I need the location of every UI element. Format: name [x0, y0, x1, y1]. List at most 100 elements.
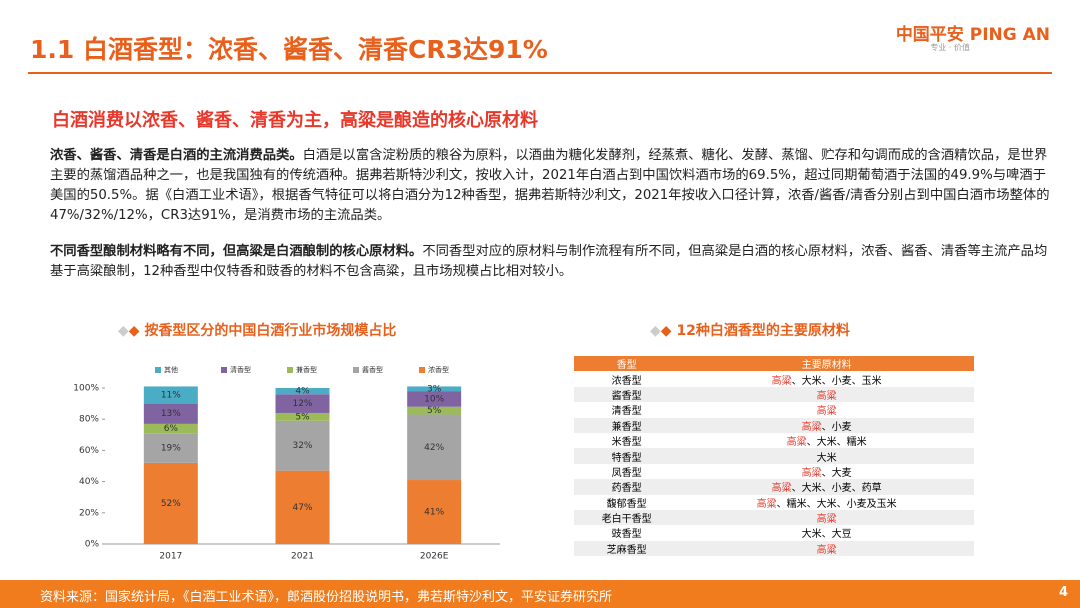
slide-title: 1.1 白酒香型：浓香、酱香、清香CR3达91% — [30, 35, 548, 64]
legend-swatch — [221, 367, 227, 373]
type-cell: 药香型 — [574, 479, 680, 495]
header-cell: 主要原材料 — [679, 356, 974, 372]
value-label: 13% — [161, 409, 181, 419]
value-label: 19% — [161, 444, 181, 454]
type-cell: 清香型 — [611, 406, 642, 418]
material: 高粱 — [771, 375, 792, 387]
table-row: 浓香型 高粱、大米、小麦、玉米 — [574, 371, 974, 387]
y-tick-label: 40% — [79, 477, 99, 487]
legend-label: 其他 — [164, 365, 178, 374]
materials-cell: 高粱、大米、小麦、药草 — [679, 479, 974, 495]
value-label: 5% — [295, 412, 310, 422]
bar-segment — [275, 412, 330, 421]
bar-segment — [143, 403, 198, 424]
x-tick-label: 2021 — [291, 552, 314, 562]
materials-cell: 高粱 — [679, 509, 974, 526]
legend-swatch — [419, 367, 425, 373]
value-label: 41% — [424, 508, 444, 518]
type-cell: 浓香型 — [611, 375, 642, 387]
legend-swatch — [287, 367, 293, 373]
paragraph: 浓香、酱香、清香是白酒的主流消费品类。白酒是以富含淀粉质的粮谷为原料，以酒曲为糖… — [50, 146, 1050, 226]
table-row: 酱香型 高粱 — [574, 386, 974, 403]
bar-segment — [407, 386, 462, 392]
materials-cell: 高粱、大米、小麦、玉米 — [679, 371, 974, 387]
y-tick-label: 0% — [85, 540, 100, 550]
legend-swatch — [155, 367, 161, 373]
bar-segment — [143, 462, 198, 544]
bar-segment — [275, 394, 330, 413]
table-row: 清香型 高粱 — [574, 402, 974, 417]
chart-title-text: 按香型区分的中国白酒行业市场规模占比 — [144, 323, 397, 339]
bar-segment — [407, 391, 462, 407]
x-tick-label: 2017 — [159, 552, 182, 562]
page-number: 4 — [1058, 585, 1068, 600]
material: 大米 — [816, 452, 837, 464]
legend-swatch — [353, 367, 359, 373]
table-row: 特香型 大米 — [574, 448, 974, 464]
value-label: 4% — [295, 387, 310, 397]
material: 、大米、小麦、玉米 — [791, 375, 882, 387]
logo-sub: 专业 · 价值 — [930, 43, 970, 52]
lead: 不同香型酿制材料略有不同，但高粱是白酒酿制的核心原材料。 — [50, 244, 423, 259]
material: 、大米、糯米 — [806, 437, 867, 449]
material: 高粱 — [816, 544, 837, 556]
material: 高粱 — [756, 498, 777, 510]
value-label: 10% — [424, 394, 444, 404]
table-title-text: 12种白酒香型的主要原材料 — [676, 323, 850, 339]
table-row: 米香型 高粱、大米、糯米 — [574, 433, 974, 448]
section-title: 白酒消费以浓香、酱香、清香为主，高粱是酿造的核心原材料 — [52, 110, 538, 131]
y-tick-label: 60% — [79, 446, 99, 456]
materials-cell: 高粱 — [679, 386, 974, 403]
value-label: 52% — [161, 499, 181, 509]
table-row: 药香型 高粱、大米、小麦、药草 — [574, 479, 974, 495]
type-cell: 兼香型 — [574, 417, 680, 433]
bar-segment — [143, 423, 198, 434]
logo: 中国平安 PING AN — [895, 25, 1050, 45]
bar-segment — [143, 386, 198, 404]
table: 香型 主要原材料 浓香型 高粱、大米、小麦、玉米 酱香型 高粱 清香型 高粱 兼香型 高粱、小麦米… — [574, 356, 974, 557]
materials-cell: 高粱、糯米、大米、小麦及玉米 — [679, 495, 974, 510]
material: 高粱 — [816, 390, 837, 402]
materials-cell: 高粱 — [679, 540, 974, 557]
legend-label: 酱香型 — [362, 365, 383, 374]
value-label: 47% — [292, 503, 312, 513]
bar-segment — [275, 420, 330, 471]
material: 高粱 — [801, 467, 822, 479]
materials-cell: 高粱、大米、糯米 — [679, 433, 974, 448]
header-cell: 香型 — [574, 356, 680, 372]
table-row: 芝麻香型 高粱 — [574, 540, 974, 557]
material: 、糯米、大米、小麦及玉米 — [776, 498, 897, 510]
value-label: 11% — [161, 391, 181, 401]
value-label: 3% — [427, 384, 442, 394]
material: 高粱 — [771, 483, 792, 495]
material: 、大麦 — [821, 467, 852, 479]
title-rule — [28, 72, 1052, 74]
type-cell: 芝麻香型 — [574, 540, 680, 557]
material: 高粱 — [801, 421, 822, 433]
type-cell: 酱香型 — [574, 386, 680, 403]
text: 白酒是以富含淀粉质的粮谷为原料，以酒曲为糖化发酵剂，经蒸煮、糖化、发酵、蒸馏、贮… — [50, 148, 1050, 223]
material: 、小麦 — [821, 421, 852, 433]
bar-segment — [407, 480, 462, 544]
legend-label: 清香型 — [230, 365, 251, 374]
footer: 资料来源：国家统计局，《白酒工业术语》，郎酒股份招股说明书，弗若斯特沙利文，平安… — [0, 580, 1080, 608]
table-title: ◆◆ 12种白酒香型的主要原材料 — [650, 323, 850, 339]
table-row: 豉香型 大米、大豆 — [574, 525, 974, 540]
bar-segment — [275, 388, 330, 395]
type-cell: 凤香型 — [611, 467, 642, 479]
material: 、大米、小麦、药草 — [791, 483, 882, 495]
legend-label: 浓香型 — [428, 365, 449, 374]
bar-segment — [143, 433, 198, 463]
material: 高粱 — [786, 437, 807, 449]
text: 不同香型对应的原材料与制作流程有所不同，但高粱是白酒的核心原材料，浓香、酱香、清… — [50, 244, 1048, 279]
type-cell: 特香型 — [574, 448, 680, 464]
table-row: 凤香型 高粱、大麦 — [574, 464, 974, 479]
paragraph: 不同香型酿制材料略有不同，但高粱是白酒酿制的核心原材料。不同香型对应的原材料与制… — [50, 242, 1050, 282]
table-row: 兼香型 高粱、小麦 — [574, 417, 974, 433]
materials-cell: 大米 — [679, 448, 974, 464]
bar-segment — [407, 414, 462, 481]
material: 大米、大豆 — [801, 529, 852, 541]
materials-cell: 高粱 — [679, 402, 974, 417]
table-row: 老白干香型 高粱 — [574, 509, 974, 526]
type-cell: 老白干香型 — [574, 509, 680, 526]
